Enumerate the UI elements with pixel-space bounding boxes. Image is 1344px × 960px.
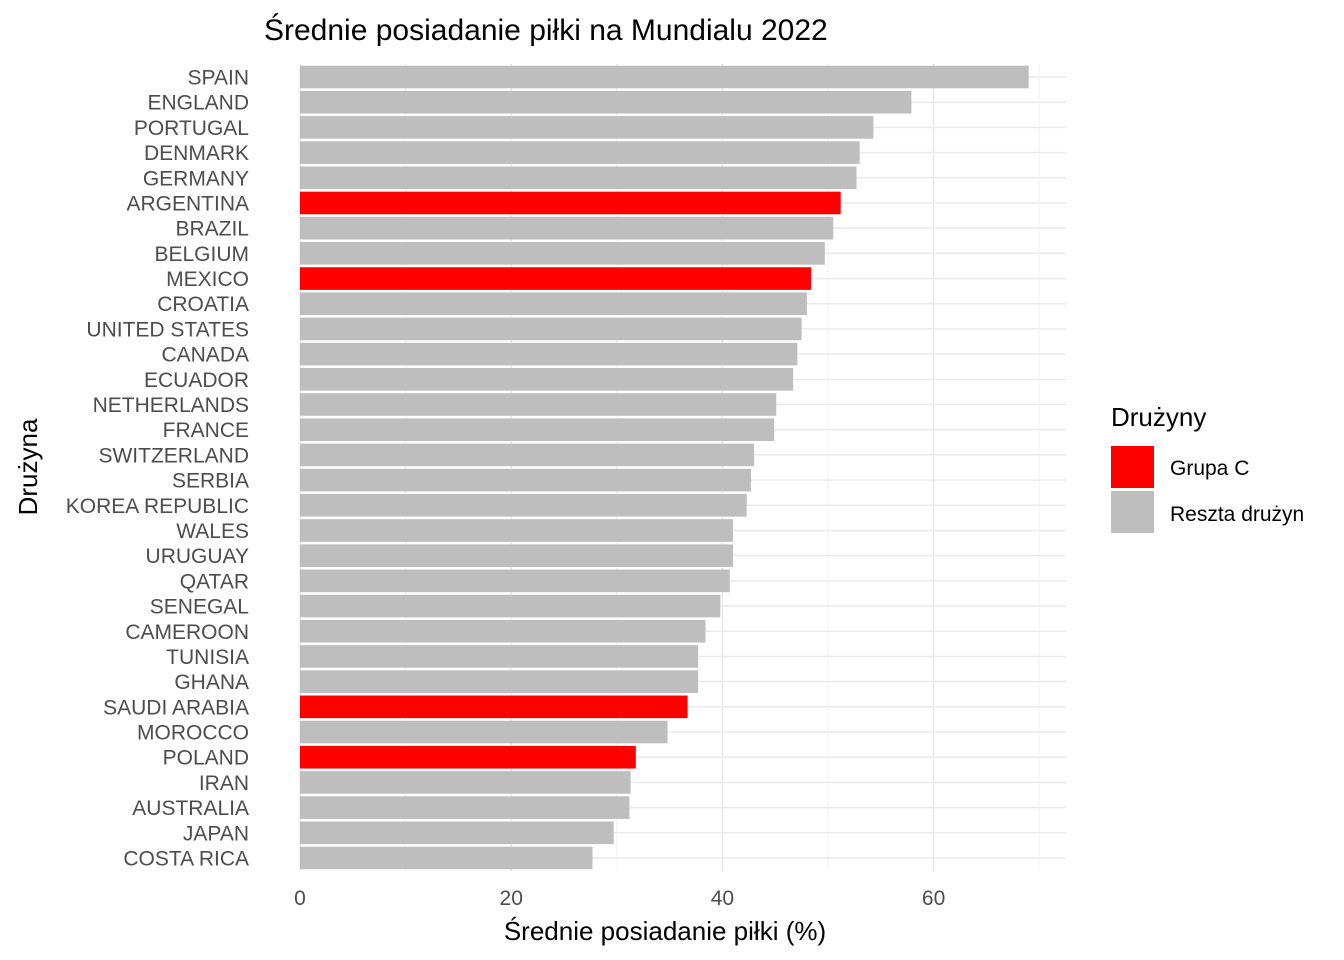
bar-qatar: [300, 569, 730, 593]
y-tick-label: CANADA: [161, 344, 249, 367]
y-tick-label: ECUADOR: [144, 369, 249, 392]
bars: [300, 65, 1029, 870]
bar-senegal: [300, 594, 721, 618]
legend-title: Drużyny: [1111, 402, 1206, 432]
bar-mexico: [300, 267, 812, 290]
y-tick-label: BRAZIL: [175, 218, 249, 241]
y-tick-label: DENMARK: [144, 142, 249, 165]
bar-argentina: [300, 191, 841, 215]
y-tick-label: SAUDI ARABIA: [103, 696, 249, 719]
y-tick-label: UNITED STATES: [86, 318, 249, 341]
y-tick-label: IRAN: [199, 772, 249, 795]
bar-iran: [300, 771, 631, 794]
bar-france: [300, 418, 775, 442]
x-tick-label: 20: [500, 887, 523, 910]
y-tick-label: CAMEROON: [125, 621, 249, 644]
bar-netherlands: [300, 393, 777, 416]
y-tick-label: COSTA RICA: [123, 848, 249, 871]
bar-japan: [300, 821, 614, 845]
chart-title: Średnie posiadanie piłki na Mundialu 202…: [264, 13, 828, 47]
bar-england: [300, 90, 912, 114]
bar-belgium: [300, 242, 825, 265]
y-tick-label: GHANA: [174, 671, 249, 694]
bar-spain: [300, 65, 1029, 89]
bar-portugal: [300, 116, 874, 139]
y-tick-label: JAPAN: [183, 822, 249, 845]
y-tick-label: GERMANY: [143, 167, 249, 190]
bar-saudi-arabia: [300, 695, 688, 719]
y-tick-label: POLAND: [163, 747, 249, 770]
bar-uruguay: [300, 544, 733, 567]
legend-label-reszta: Reszta drużyn: [1170, 503, 1304, 526]
bar-wales: [300, 519, 733, 542]
bar-morocco: [300, 720, 668, 744]
y-tick-label: SWITZERLAND: [98, 444, 249, 467]
x-tick-label: 60: [922, 887, 945, 910]
x-tick-label: 0: [294, 887, 306, 910]
y-tick-label: URUGUAY: [146, 545, 249, 568]
bar-denmark: [300, 141, 860, 164]
bar-korea-republic: [300, 493, 747, 517]
bar-australia: [300, 796, 630, 819]
y-tick-label: SERBIA: [172, 470, 249, 493]
x-tick-label: 40: [711, 887, 734, 910]
y-tick-label: MEXICO: [166, 268, 249, 291]
bar-ghana: [300, 670, 699, 693]
bar-ecuador: [300, 368, 794, 391]
y-tick-label: CROATIA: [157, 293, 249, 316]
y-tick-label: ENGLAND: [147, 92, 249, 115]
y-tick-label: ARGENTINA: [126, 192, 249, 215]
bar-germany: [300, 166, 857, 190]
y-tick-label: MOROCCO: [137, 722, 249, 745]
y-tick-label: KOREA REPUBLIC: [66, 495, 249, 518]
bar-canada: [300, 342, 798, 366]
bar-united-states: [300, 317, 802, 341]
y-tick-label: QATAR: [180, 570, 249, 593]
bar-cameroon: [300, 619, 706, 643]
legend-label-grupa-c: Grupa C: [1170, 457, 1249, 480]
y-tick-label: FRANCE: [163, 419, 249, 442]
legend-key-reszta: [1111, 491, 1154, 533]
y-tick-label: SPAIN: [188, 67, 249, 90]
x-axis-title: Średnie posiadanie piłki (%): [504, 916, 826, 946]
bar-tunisia: [300, 645, 699, 668]
y-tick-label: BELGIUM: [154, 243, 249, 266]
y-tick-label: AUSTRALIA: [132, 797, 249, 820]
x-tick-labels: 0 20 40 60: [294, 887, 945, 910]
y-tick-label: PORTUGAL: [134, 117, 249, 140]
bar-switzerland: [300, 443, 755, 467]
y-tick-labels: SPAINENGLANDPORTUGALDENMARKGERMANYARGENT…: [66, 67, 249, 871]
bar-serbia: [300, 468, 751, 492]
y-tick-label: NETHERLANDS: [93, 394, 249, 417]
y-tick-label: WALES: [176, 520, 249, 543]
legend: Drużyny Grupa C Reszta drużyn: [1111, 402, 1304, 533]
bar-costa-rica: [300, 846, 593, 870]
y-axis-title: Drużyna: [13, 418, 43, 515]
bar-poland: [300, 745, 636, 769]
bar-croatia: [300, 292, 807, 316]
y-tick-label: TUNISIA: [166, 646, 249, 669]
y-tick-label: SENEGAL: [150, 596, 249, 619]
legend-key-grupa-c: [1111, 446, 1154, 488]
bar-brazil: [300, 216, 834, 240]
